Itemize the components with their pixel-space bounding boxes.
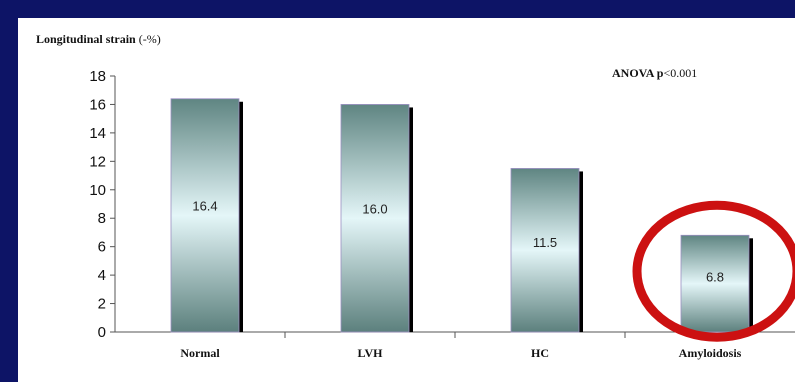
y-tick-label: 10 bbox=[89, 182, 106, 199]
y-tick-label: 16 bbox=[89, 96, 106, 113]
bar-value-label: 6.8 bbox=[706, 270, 724, 285]
chart-title: Longitudinal strain (-%) bbox=[36, 32, 161, 47]
anova-annotation: ANOVA p<0.001 bbox=[612, 66, 697, 81]
bar bbox=[510, 168, 580, 333]
bar bbox=[170, 98, 240, 333]
bar-value-label: 11.5 bbox=[533, 235, 557, 250]
chart-title-text: Longitudinal strain bbox=[36, 32, 136, 46]
y-tick-label: 0 bbox=[98, 324, 106, 341]
x-tick-label: LVH bbox=[358, 346, 384, 360]
x-tick-label: HC bbox=[531, 346, 549, 360]
chart-title-unit: (-%) bbox=[138, 32, 161, 46]
highlight-ring bbox=[632, 200, 795, 342]
anova-annotation-label: ANOVA p bbox=[612, 66, 664, 80]
y-tick-label: 18 bbox=[89, 68, 106, 85]
x-tick-label: Normal bbox=[180, 346, 220, 360]
y-tick-label: 2 bbox=[98, 296, 106, 313]
y-tick-label: 12 bbox=[89, 153, 106, 170]
bar bbox=[680, 234, 750, 333]
y-tick-label: 4 bbox=[98, 267, 106, 284]
bar-value-label: 16.4 bbox=[192, 199, 217, 214]
y-tick-label: 8 bbox=[98, 210, 106, 227]
bar bbox=[340, 104, 410, 333]
y-tick-label: 14 bbox=[89, 125, 106, 142]
anova-annotation-value: <0.001 bbox=[663, 66, 698, 80]
bar-value-label: 16.0 bbox=[362, 202, 387, 217]
y-tick-label: 6 bbox=[98, 239, 106, 256]
x-tick-label: Amyloidosis bbox=[679, 346, 742, 360]
